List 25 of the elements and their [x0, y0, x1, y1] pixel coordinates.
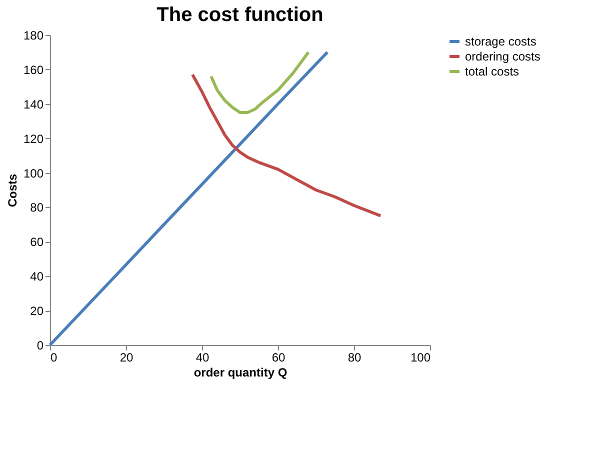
line-series — [191, 73, 382, 218]
y-axis-title: Costs — [5, 174, 20, 208]
legend-label: storage costs — [465, 34, 536, 48]
y-tick-label: 40 — [30, 270, 44, 284]
y-tick-label: 120 — [23, 132, 44, 146]
legend-label: ordering costs — [465, 50, 540, 64]
chart-title: The cost function — [156, 4, 324, 26]
x-tick-label: 40 — [196, 350, 210, 364]
line-series — [48, 50, 329, 346]
legend-label: total costs — [465, 64, 520, 78]
y-tick-label: 160 — [23, 62, 44, 77]
x-axis-title: order quantity Q — [194, 366, 288, 380]
y-tick-label: 20 — [30, 304, 44, 318]
y-tick-label: 100 — [23, 166, 44, 180]
y-tick-label: 180 — [23, 28, 44, 42]
y-tick-label: 140 — [23, 97, 44, 112]
line-series — [210, 50, 310, 114]
x-tick-label: 80 — [348, 350, 362, 364]
x-tick-label: 100 — [410, 350, 431, 364]
x-tick-label: 0 — [50, 350, 58, 364]
y-tick-label: 80 — [30, 200, 44, 215]
x-tick-label: 20 — [120, 350, 134, 364]
y-tick-label: 60 — [30, 235, 44, 250]
y-tick-label: 0 — [36, 338, 44, 352]
x-tick-label: 60 — [272, 350, 286, 364]
